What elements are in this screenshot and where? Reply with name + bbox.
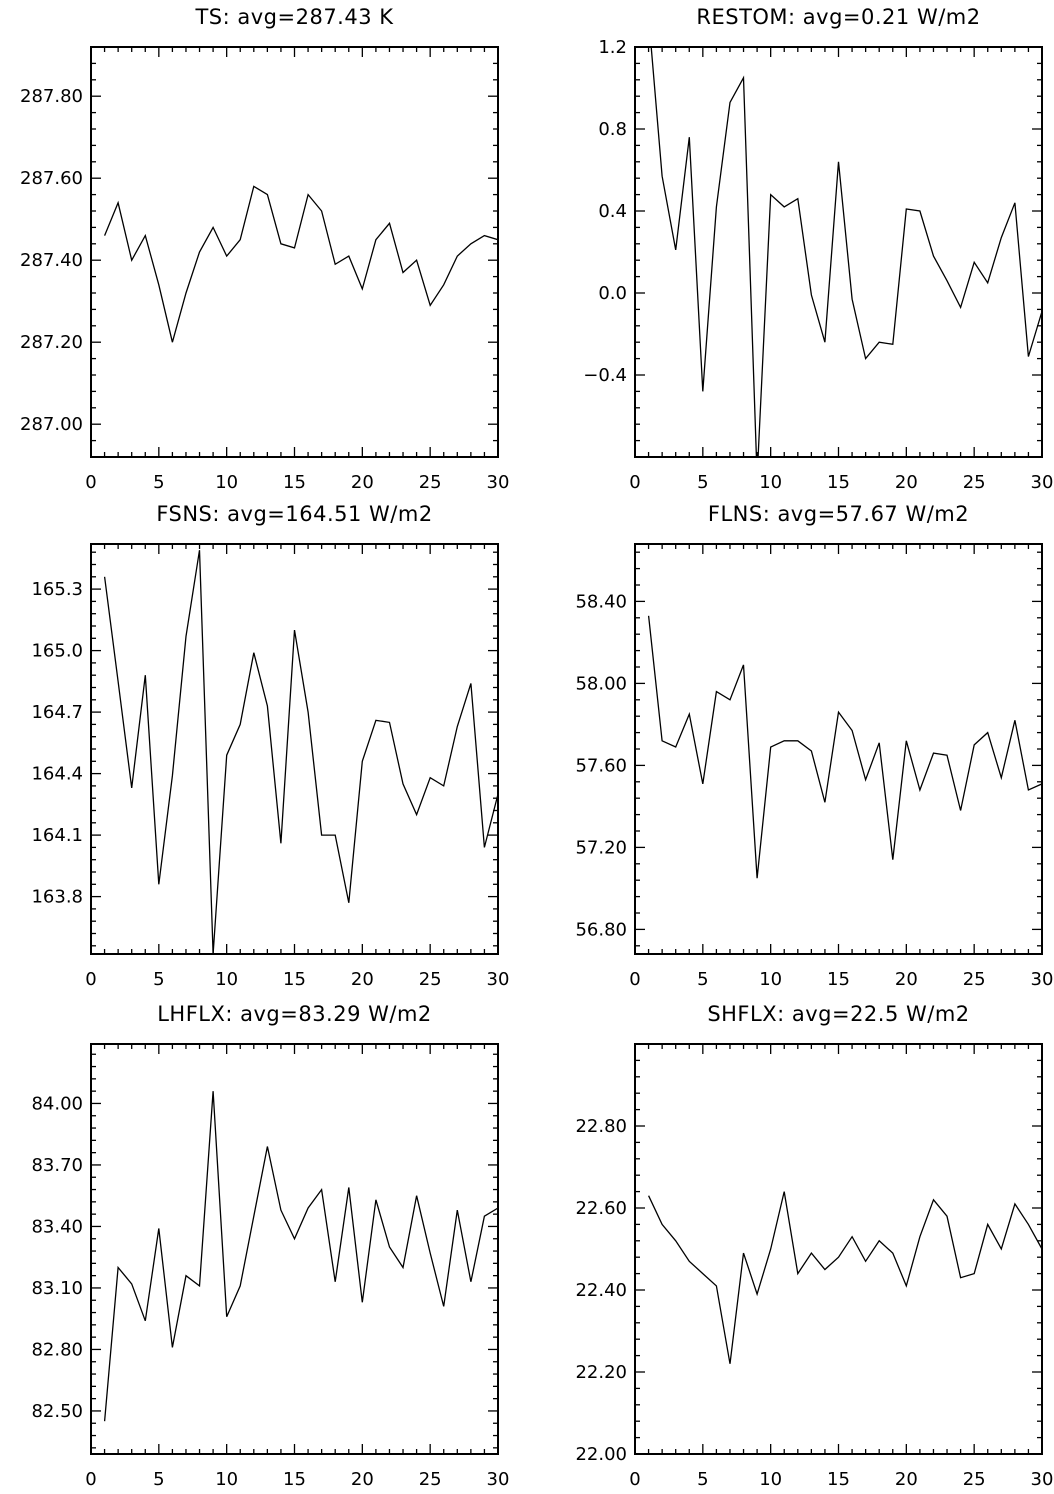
- x-tick-label: 10: [215, 472, 238, 493]
- y-tick-label: 82.80: [31, 1339, 83, 1360]
- x-tick-label: 0: [85, 472, 96, 493]
- x-tick-label: 0: [85, 969, 96, 990]
- x-tick-label: 30: [1031, 969, 1054, 990]
- x-tick-label: 0: [629, 472, 640, 493]
- x-tick-label: 0: [629, 969, 640, 990]
- panel-title: FLNS: avg=57.67 W/m2: [708, 502, 969, 526]
- x-tick-label: 25: [963, 472, 986, 493]
- x-tick-label: 15: [283, 1469, 306, 1490]
- panel-title: SHFLX: avg=22.5 W/m2: [707, 1002, 969, 1026]
- y-tick-label: 57.60: [575, 755, 627, 776]
- x-tick-label: 10: [759, 472, 782, 493]
- x-tick-label: 20: [895, 969, 918, 990]
- x-tick-label: 15: [827, 472, 850, 493]
- x-tick-label: 20: [895, 1469, 918, 1490]
- y-tick-label: 164.7: [31, 702, 83, 723]
- x-tick-label: 5: [153, 1469, 164, 1490]
- x-tick-label: 5: [697, 969, 708, 990]
- y-tick-label: 287.40: [20, 250, 83, 271]
- panel-1: TS: avg=287.43 K 0 5 10 15 20 25 30 287.00 287.20…: [20, 5, 509, 493]
- x-tick-label: 20: [351, 969, 374, 990]
- y-tick-label: 287.20: [20, 332, 83, 353]
- x-tick-label: 30: [1031, 1469, 1054, 1490]
- y-tick-label: 58.00: [575, 673, 627, 694]
- x-tick-label: 30: [487, 969, 510, 990]
- x-tick-label: 5: [153, 969, 164, 990]
- x-tick-label: 30: [487, 1469, 510, 1490]
- x-tick-label: 5: [153, 472, 164, 493]
- y-tick-label: 83.70: [31, 1155, 83, 1176]
- panel-2: RESTOM: avg=0.21 W/m2 0 5 10 15 20 25 30 −0.4 0.0…: [583, 5, 1053, 493]
- x-tick-label: 25: [419, 472, 442, 493]
- plot-frame: [90, 543, 499, 955]
- x-tick-label: 10: [759, 969, 782, 990]
- x-tick-label: 30: [1031, 472, 1054, 493]
- x-tick-label: 30: [487, 472, 510, 493]
- series-line: [103, 185, 498, 343]
- y-tick-label: 56.80: [575, 919, 627, 940]
- plot-frame: [90, 1043, 499, 1455]
- y-tick-label: 287.60: [20, 168, 83, 189]
- x-tick-label: 5: [697, 1469, 708, 1490]
- y-tick-label: 22.60: [575, 1198, 627, 1219]
- y-tick-label: 164.1: [31, 825, 83, 846]
- panel-3: FSNS: avg=164.51 W/m2 0 5 10 15 20 25 30 163.8 16…: [31, 502, 509, 990]
- x-tick-label: 25: [419, 1469, 442, 1490]
- series-line: [650, 47, 1042, 457]
- panel-4: FLNS: avg=57.67 W/m2 0 5 10 15 20 25 30 56.80 57.…: [575, 502, 1053, 990]
- x-tick-label: 10: [215, 1469, 238, 1490]
- x-tick-label: 0: [85, 1469, 96, 1490]
- x-tick-label: 15: [283, 472, 306, 493]
- x-tick-label: 25: [419, 969, 442, 990]
- y-tick-label: 287.00: [20, 414, 83, 435]
- series-line: [648, 1191, 1042, 1364]
- y-tick-label: 1.2: [598, 37, 627, 58]
- x-tick-label: 25: [963, 1469, 986, 1490]
- x-tick-label: 10: [215, 969, 238, 990]
- y-tick-label: 0.0: [598, 283, 627, 304]
- y-tick-label: 0.4: [598, 201, 627, 222]
- x-tick-label: 15: [827, 969, 850, 990]
- x-tick-label: 5: [697, 472, 708, 493]
- y-tick-label: 22.00: [575, 1444, 627, 1465]
- y-tick-label: 22.20: [575, 1362, 627, 1383]
- y-tick-label: 83.10: [31, 1278, 83, 1299]
- series-line: [647, 615, 1042, 879]
- y-tick-label: 165.3: [31, 579, 83, 600]
- panel-title: LHFLX: avg=83.29 W/m2: [157, 1002, 432, 1026]
- plot-frame: [90, 46, 499, 458]
- panel-5: LHFLX: avg=83.29 W/m2 0 5 10 15 20 25 30 82.50 82…: [31, 1002, 509, 1490]
- x-tick-label: 25: [963, 969, 986, 990]
- y-tick-label: 164.4: [31, 764, 83, 785]
- x-tick-label: 0: [629, 1469, 640, 1490]
- y-tick-label: −0.4: [583, 365, 627, 386]
- plot-frame: [634, 46, 1043, 458]
- panel-title: RESTOM: avg=0.21 W/m2: [696, 5, 980, 29]
- y-tick-label: 57.20: [575, 837, 627, 858]
- y-tick-label: 163.8: [31, 887, 83, 908]
- y-tick-label: 22.40: [575, 1280, 627, 1301]
- x-tick-label: 15: [283, 969, 306, 990]
- x-tick-label: 10: [759, 1469, 782, 1490]
- series-line: [103, 550, 498, 954]
- y-tick-label: 165.0: [31, 641, 83, 662]
- y-tick-label: 0.8: [598, 119, 627, 140]
- x-tick-label: 20: [895, 472, 918, 493]
- y-tick-label: 58.40: [575, 591, 627, 612]
- x-tick-label: 15: [827, 1469, 850, 1490]
- y-tick-label: 287.80: [20, 86, 83, 107]
- panel-6: SHFLX: avg=22.5 W/m2 0 5 10 15 20 25 30 22.00 22.…: [575, 1002, 1053, 1490]
- x-tick-label: 20: [351, 472, 374, 493]
- panel-title: TS: avg=287.43 K: [194, 5, 394, 29]
- panel-title: FSNS: avg=164.51 W/m2: [156, 502, 432, 526]
- series-line: [103, 1091, 498, 1422]
- y-tick-label: 82.50: [31, 1401, 83, 1422]
- y-tick-label: 83.40: [31, 1216, 83, 1237]
- x-tick-label: 20: [351, 1469, 374, 1490]
- y-tick-label: 22.80: [575, 1116, 627, 1137]
- y-tick-label: 84.00: [31, 1093, 83, 1114]
- plot-frame: [634, 543, 1043, 955]
